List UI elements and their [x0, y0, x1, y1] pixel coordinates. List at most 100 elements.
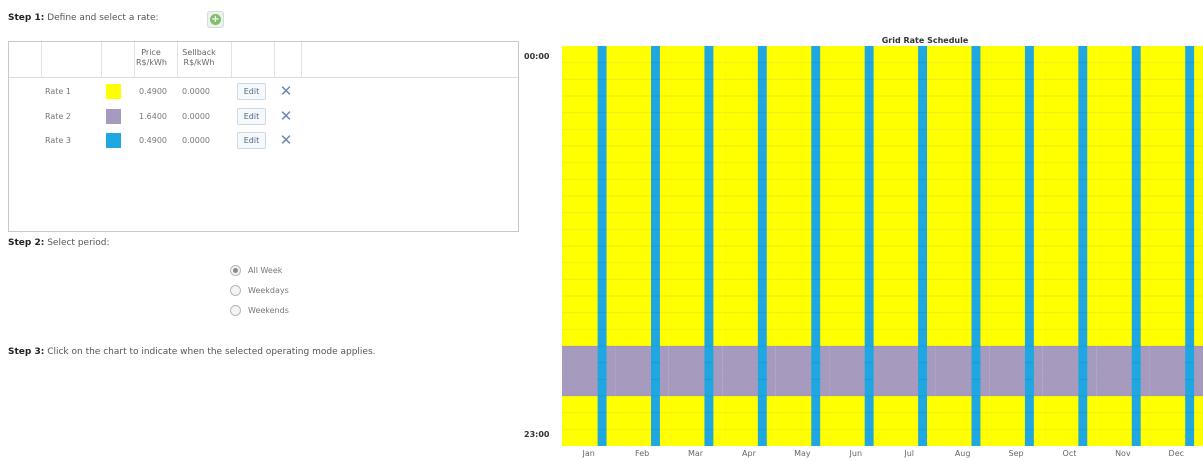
schedule-cell[interactable] — [722, 346, 776, 363]
schedule-cell[interactable] — [668, 112, 723, 130]
schedule-cell[interactable] — [722, 46, 776, 63]
rate-color-swatch[interactable] — [106, 133, 121, 148]
schedule-cell[interactable] — [562, 329, 616, 346]
schedule-cell[interactable] — [562, 79, 616, 96]
schedule-cell[interactable] — [1096, 196, 1150, 213]
schedule-cell[interactable] — [829, 429, 883, 446]
schedule-cell[interactable] — [722, 429, 776, 446]
rate-color-swatch[interactable] — [106, 109, 121, 124]
schedule-cell[interactable] — [1149, 46, 1203, 63]
rate-color-swatch[interactable] — [106, 84, 121, 99]
schedule-cell[interactable] — [615, 79, 669, 96]
schedule-cell[interactable] — [1042, 112, 1097, 130]
schedule-cell[interactable] — [615, 412, 669, 430]
schedule-cell[interactable] — [775, 362, 830, 380]
schedule-cell[interactable] — [562, 396, 616, 413]
schedule-cell[interactable] — [562, 312, 616, 330]
schedule-cell[interactable] — [722, 96, 776, 113]
schedule-cell[interactable] — [989, 246, 1043, 263]
schedule-cell[interactable] — [1042, 346, 1097, 363]
schedule-cell[interactable] — [615, 246, 669, 263]
schedule-cell[interactable] — [775, 296, 830, 313]
schedule-cell[interactable] — [882, 229, 936, 246]
schedule-cell[interactable] — [935, 146, 990, 163]
schedule-cell[interactable] — [882, 46, 936, 63]
schedule-cell[interactable] — [562, 46, 616, 63]
schedule-cell[interactable] — [829, 262, 883, 280]
schedule-cell[interactable] — [775, 246, 830, 263]
schedule-cell[interactable] — [1096, 179, 1150, 196]
schedule-cell[interactable] — [1096, 279, 1150, 296]
schedule-cell[interactable] — [562, 229, 616, 246]
schedule-cell[interactable] — [1096, 212, 1150, 230]
schedule-cell[interactable] — [829, 179, 883, 196]
schedule-cell[interactable] — [935, 262, 990, 280]
weekend-band[interactable] — [1131, 46, 1141, 446]
weekend-band[interactable] — [757, 46, 767, 446]
schedule-cell[interactable] — [562, 112, 616, 130]
schedule-cell[interactable] — [562, 129, 616, 146]
schedule-cell[interactable] — [935, 162, 990, 180]
schedule-cell[interactable] — [1149, 329, 1203, 346]
schedule-cell[interactable] — [615, 229, 669, 246]
schedule-cell[interactable] — [615, 396, 669, 413]
schedule-cell[interactable] — [1149, 146, 1203, 163]
schedule-cell[interactable] — [775, 129, 830, 146]
schedule-cell[interactable] — [1149, 362, 1203, 380]
schedule-cell[interactable] — [668, 229, 723, 246]
schedule-cell[interactable] — [562, 146, 616, 163]
schedule-cell[interactable] — [722, 296, 776, 313]
schedule-cell[interactable] — [775, 229, 830, 246]
schedule-cell[interactable] — [1149, 96, 1203, 113]
schedule-cell[interactable] — [989, 79, 1043, 96]
schedule-cell[interactable] — [1096, 379, 1150, 396]
schedule-cell[interactable] — [882, 179, 936, 196]
schedule-cell[interactable] — [562, 212, 616, 230]
schedule-cell[interactable] — [1149, 279, 1203, 296]
schedule-cell[interactable] — [668, 362, 723, 380]
schedule-cell[interactable] — [775, 146, 830, 163]
schedule-cell[interactable] — [775, 396, 830, 413]
schedule-cell[interactable] — [722, 379, 776, 396]
schedule-cell[interactable] — [882, 112, 936, 130]
schedule-cell[interactable] — [935, 96, 990, 113]
schedule-cell[interactable] — [935, 112, 990, 130]
schedule-cell[interactable] — [668, 279, 723, 296]
schedule-cell[interactable] — [882, 412, 936, 430]
schedule-cell[interactable] — [722, 196, 776, 213]
schedule-cell[interactable] — [1149, 212, 1203, 230]
schedule-cell[interactable] — [1096, 262, 1150, 280]
schedule-cell[interactable] — [722, 79, 776, 96]
schedule-cell[interactable] — [1042, 279, 1097, 296]
schedule-cell[interactable] — [1042, 179, 1097, 196]
schedule-cell[interactable] — [615, 329, 669, 346]
schedule-cell[interactable] — [562, 412, 616, 430]
rate-row[interactable]: Rate 3 0.4900 0.0000 Edit ✕ — [9, 131, 329, 152]
schedule-cell[interactable] — [615, 379, 669, 396]
schedule-cell[interactable] — [882, 329, 936, 346]
schedule-cell[interactable] — [829, 312, 883, 330]
schedule-cell[interactable] — [668, 62, 723, 80]
schedule-cell[interactable] — [668, 412, 723, 430]
period-option-weekends[interactable]: Weekends — [230, 305, 289, 316]
weekend-band[interactable] — [1078, 46, 1088, 446]
weekend-band[interactable] — [918, 46, 928, 446]
schedule-cell[interactable] — [1042, 262, 1097, 280]
schedule-cell[interactable] — [615, 346, 669, 363]
schedule-cell[interactable] — [1149, 312, 1203, 330]
schedule-cell[interactable] — [1149, 196, 1203, 213]
schedule-cell[interactable] — [989, 362, 1043, 380]
schedule-cell[interactable] — [722, 62, 776, 80]
schedule-cell[interactable] — [935, 379, 990, 396]
schedule-cell[interactable] — [829, 146, 883, 163]
schedule-cell[interactable] — [989, 279, 1043, 296]
schedule-cell[interactable] — [829, 362, 883, 380]
schedule-cell[interactable] — [1096, 329, 1150, 346]
schedule-cell[interactable] — [615, 179, 669, 196]
schedule-cell[interactable] — [1096, 146, 1150, 163]
schedule-cell[interactable] — [829, 162, 883, 180]
schedule-cell[interactable] — [829, 196, 883, 213]
schedule-cell[interactable] — [882, 162, 936, 180]
schedule-cell[interactable] — [1149, 229, 1203, 246]
schedule-cell[interactable] — [775, 379, 830, 396]
